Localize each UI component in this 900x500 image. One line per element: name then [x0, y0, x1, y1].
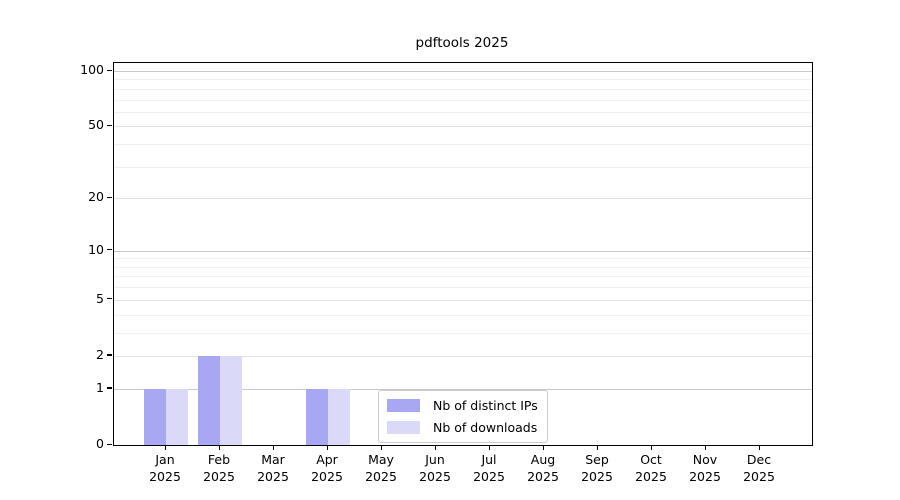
month-year: 2025 [473, 468, 505, 484]
bar-downloads-apr [328, 388, 350, 445]
y-tick-label: 20 [88, 189, 104, 205]
y-tick-label: 0 [96, 436, 104, 451]
x-tick-label-apr: Apr 2025 [297, 452, 357, 485]
y-tick-mark [107, 69, 112, 71]
month-name: Sep [585, 452, 609, 467]
x-tick-label-dec: Dec 2025 [729, 452, 789, 485]
minor-gridline [114, 144, 812, 146]
month-year: 2025 [743, 468, 775, 484]
minor-gridline [114, 166, 812, 168]
x-tick-mark [218, 445, 220, 450]
month-year: 2025 [257, 468, 289, 484]
month-name: Jun [425, 452, 445, 467]
x-tick-label-sep: Sep 2025 [567, 452, 627, 485]
major-gridline [114, 299, 812, 301]
minor-gridline [114, 258, 812, 260]
month-year: 2025 [365, 468, 397, 484]
y-tick-mark [107, 249, 112, 251]
y-tick-label: 2 [96, 346, 104, 362]
legend-swatch-icon [387, 421, 420, 434]
month-name: Mar [261, 452, 285, 467]
month-name: Jul [481, 452, 497, 467]
bar-distinct-ips-apr [306, 388, 328, 445]
y-tick-label: 50 [88, 117, 104, 133]
x-tick-mark [758, 445, 760, 450]
y-tick-mark [107, 298, 112, 300]
x-tick-mark [488, 445, 490, 450]
legend-row-distinct-ips: Nb of distinct IPs [387, 398, 538, 413]
x-tick-mark [704, 445, 706, 450]
x-tick-label-jan: Jan 2025 [135, 452, 195, 485]
x-tick-label-nov: Nov 2025 [675, 452, 735, 485]
y-tick-mark [107, 387, 112, 389]
bar-distinct-ips-feb [198, 355, 220, 445]
minor-gridline [114, 79, 812, 81]
decade-gridline [114, 250, 812, 252]
legend-label: Nb of distinct IPs [433, 398, 538, 413]
minor-gridline [114, 314, 812, 316]
x-tick-mark [542, 445, 544, 450]
y-tick-mark [107, 354, 112, 356]
x-tick-label-jun: Jun 2025 [405, 452, 465, 485]
month-year: 2025 [635, 468, 667, 484]
minor-gridline [114, 287, 812, 289]
month-year: 2025 [689, 468, 721, 484]
x-tick-label-mar: Mar 2025 [243, 452, 303, 485]
x-tick-mark [272, 445, 274, 450]
legend: Nb of distinct IPs Nb of downloads [378, 390, 548, 443]
legend-swatch-icon [387, 399, 420, 412]
x-tick-mark [650, 445, 652, 450]
x-tick-mark [326, 445, 328, 450]
minor-gridline [114, 111, 812, 113]
bar-distinct-ips-jan [144, 388, 166, 445]
month-name: Dec [746, 452, 772, 467]
minor-gridline [114, 332, 812, 334]
month-year: 2025 [527, 468, 559, 484]
y-tick-mark [107, 443, 112, 445]
minor-gridline [114, 88, 812, 90]
minor-gridline [114, 99, 812, 101]
month-year: 2025 [203, 468, 235, 484]
month-name: Apr [316, 452, 338, 467]
month-year: 2025 [581, 468, 613, 484]
month-name: Nov [692, 452, 718, 467]
x-tick-mark [380, 445, 382, 450]
legend-label: Nb of downloads [433, 420, 538, 435]
y-tick-label: 1 [96, 379, 104, 395]
legend-row-downloads: Nb of downloads [387, 420, 538, 435]
y-tick-label: 100 [80, 62, 104, 77]
month-name: Feb [207, 452, 231, 467]
minor-gridline [114, 266, 812, 268]
plot-area: Nb of distinct IPs Nb of downloads [113, 62, 813, 446]
y-tick-label: 5 [96, 290, 104, 306]
minor-gridline [114, 276, 812, 278]
y-tick-label: 10 [88, 241, 104, 257]
chart-title: pdftools 2025 [415, 35, 509, 51]
major-gridline [114, 126, 812, 128]
decade-gridline [114, 388, 812, 390]
y-tick-mark [107, 124, 112, 127]
x-tick-label-oct: Oct 2025 [621, 452, 681, 485]
month-name: Jan [155, 452, 175, 467]
month-year: 2025 [419, 468, 451, 484]
month-name: Oct [640, 452, 662, 467]
x-tick-mark [434, 445, 436, 450]
y-tick-mark [107, 196, 112, 198]
month-year: 2025 [149, 468, 181, 484]
x-tick-label-jul: Jul 2025 [459, 452, 519, 485]
month-year: 2025 [311, 468, 343, 484]
x-tick-label-aug: Aug 2025 [513, 452, 573, 485]
x-tick-mark [596, 445, 598, 450]
x-tick-label-feb: Feb 2025 [189, 452, 249, 485]
month-name: May [368, 452, 394, 467]
decade-gridline [114, 71, 812, 72]
x-tick-label-may: May 2025 [351, 452, 411, 485]
major-gridline [114, 198, 812, 200]
month-name: Aug [530, 452, 556, 467]
major-gridline [114, 355, 812, 357]
bar-downloads-feb [220, 355, 242, 445]
x-tick-mark [164, 445, 166, 450]
bar-downloads-jan [166, 388, 188, 445]
